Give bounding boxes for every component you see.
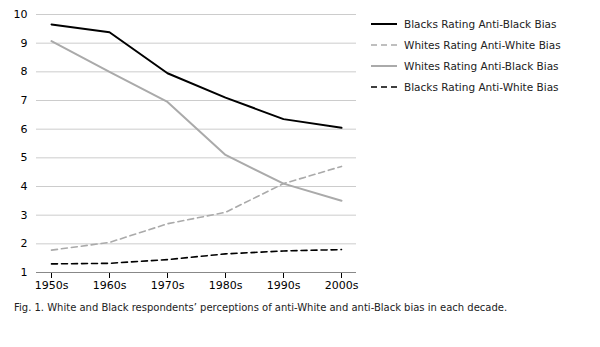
svg-text:6: 6 xyxy=(21,123,28,136)
svg-text:1: 1 xyxy=(21,266,28,279)
svg-text:7: 7 xyxy=(21,94,28,107)
html-text:Blacks Rating Anti-Black Bias: Blacks Rating Anti-Black Bias xyxy=(404,18,557,30)
svg-text:5: 5 xyxy=(21,151,28,164)
svg-text:8: 8 xyxy=(21,65,28,78)
html-text:Blacks Rating Anti-White Bias: Blacks Rating Anti-White Bias xyxy=(404,81,559,93)
svg-text:1990s: 1990s xyxy=(267,279,301,292)
svg-text:4: 4 xyxy=(21,180,28,193)
html-text:Fig. 1. White and Black respon: Fig. 1. White and Black respondents’ per… xyxy=(14,302,508,313)
svg-text:2000s: 2000s xyxy=(325,279,359,292)
svg-text:1980s: 1980s xyxy=(209,279,243,292)
svg-text:3: 3 xyxy=(21,209,28,222)
svg-text:1970s: 1970s xyxy=(151,279,185,292)
svg-text:1950s: 1950s xyxy=(35,279,69,292)
svg-text:9: 9 xyxy=(21,37,28,50)
svg-text:10: 10 xyxy=(14,8,28,21)
svg-text:2: 2 xyxy=(21,237,28,250)
html-text:Whites Rating Anti-Black Bias: Whites Rating Anti-Black Bias xyxy=(404,60,559,72)
html-text:Whites Rating Anti-White Bias: Whites Rating Anti-White Bias xyxy=(404,39,561,51)
svg-text:1960s: 1960s xyxy=(93,279,127,292)
